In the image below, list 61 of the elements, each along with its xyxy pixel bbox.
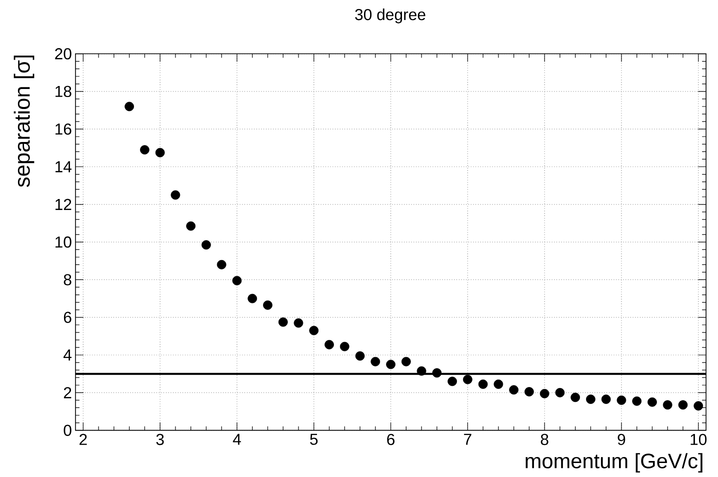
point xyxy=(294,318,304,328)
point xyxy=(232,276,242,286)
point xyxy=(494,379,504,389)
point xyxy=(216,260,226,270)
point xyxy=(648,397,657,407)
x-tick-label: 4 xyxy=(232,434,241,445)
point xyxy=(370,356,380,366)
x-axis-title: momentum [GeV/c] xyxy=(526,453,702,472)
point xyxy=(601,394,611,404)
point xyxy=(186,221,196,231)
y-tick-label: 4 xyxy=(64,349,72,360)
point xyxy=(324,340,334,350)
point xyxy=(448,376,457,386)
point xyxy=(586,394,596,404)
x-tick-label: 2 xyxy=(80,434,87,445)
point xyxy=(555,388,565,398)
x-tick-label: 3 xyxy=(156,434,164,446)
point xyxy=(155,148,165,158)
x-tick-label: 5 xyxy=(310,434,318,445)
point xyxy=(678,400,688,410)
point xyxy=(662,400,672,410)
y-tick-label: 8 xyxy=(64,274,72,286)
point xyxy=(124,102,134,112)
point xyxy=(432,368,442,378)
point xyxy=(140,145,150,154)
point xyxy=(632,396,642,406)
point xyxy=(478,379,488,389)
y-tick-label: 6 xyxy=(64,312,72,323)
y-tick-label: 18 xyxy=(56,86,72,97)
point xyxy=(355,351,365,361)
point xyxy=(170,190,180,200)
y-tick-label: 20 xyxy=(55,48,72,60)
point xyxy=(694,401,704,410)
chart-title: 30 degree xyxy=(355,8,426,24)
point xyxy=(340,342,350,352)
x-tick-label: 6 xyxy=(387,434,394,446)
y-tick-label: 10 xyxy=(56,236,72,248)
point xyxy=(401,356,411,366)
point xyxy=(202,240,211,250)
point xyxy=(416,366,426,376)
point xyxy=(309,326,319,336)
y-tick-label: 2 xyxy=(64,387,72,398)
y-tick-label: 0 xyxy=(64,424,72,436)
point xyxy=(462,374,472,384)
x-tick-label: 10 xyxy=(690,434,707,446)
y-tick-label: 12 xyxy=(56,198,72,210)
point xyxy=(524,386,534,396)
point xyxy=(509,385,518,394)
y-tick-label: 14 xyxy=(56,161,72,172)
point xyxy=(570,392,580,402)
point xyxy=(616,395,626,405)
point xyxy=(540,388,550,398)
point xyxy=(248,294,258,304)
point xyxy=(263,300,272,310)
y-axis-title: separation [σ] xyxy=(14,56,34,187)
point xyxy=(278,317,288,327)
x-tick-label: 8 xyxy=(540,434,548,446)
x-tick-label: 9 xyxy=(618,434,626,446)
point xyxy=(386,360,396,370)
y-tick-label: 16 xyxy=(56,123,72,135)
x-tick-label: 7 xyxy=(464,434,472,445)
